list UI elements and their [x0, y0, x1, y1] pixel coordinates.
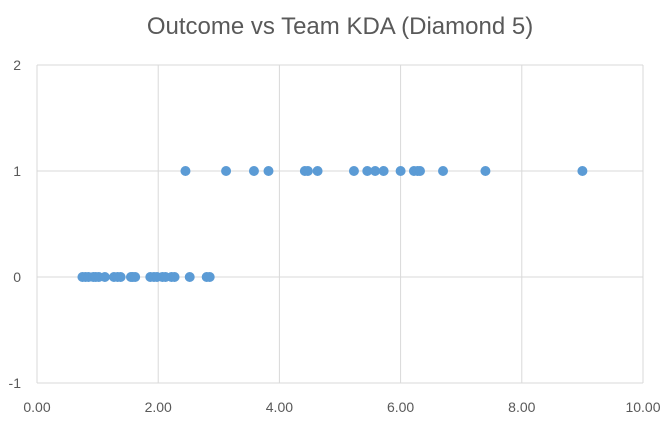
data-point	[221, 166, 232, 176]
data-point	[184, 272, 195, 282]
data-point	[248, 166, 259, 176]
x-tick-label: 4.00	[266, 399, 293, 415]
data-point	[577, 166, 588, 176]
data-point	[302, 166, 313, 176]
data-point	[130, 272, 141, 282]
data-point	[370, 166, 381, 176]
data-point	[169, 272, 180, 282]
data-point	[115, 272, 126, 282]
x-tick-label: 2.00	[145, 399, 172, 415]
x-tick-label: 10.00	[625, 399, 660, 415]
data-point	[395, 166, 406, 176]
x-tick-label: 6.00	[387, 399, 414, 415]
data-point	[480, 166, 491, 176]
data-point	[99, 272, 110, 282]
data-point	[348, 166, 359, 176]
data-point	[362, 166, 373, 176]
data-point	[312, 166, 323, 176]
y-tick-label: -1	[9, 375, 22, 391]
x-tick-label: 0.00	[23, 399, 50, 415]
data-point	[263, 166, 274, 176]
y-tick-label: 0	[13, 269, 21, 285]
x-tick-label: 8.00	[508, 399, 535, 415]
data-point	[204, 272, 215, 282]
y-tick-label: 2	[13, 57, 21, 73]
data-point	[438, 166, 449, 176]
chart-title: Outcome vs Team KDA (Diamond 5)	[147, 13, 533, 40]
data-point	[180, 166, 191, 176]
data-point	[414, 166, 425, 176]
data-point	[378, 166, 389, 176]
y-tick-label: 1	[13, 163, 21, 179]
